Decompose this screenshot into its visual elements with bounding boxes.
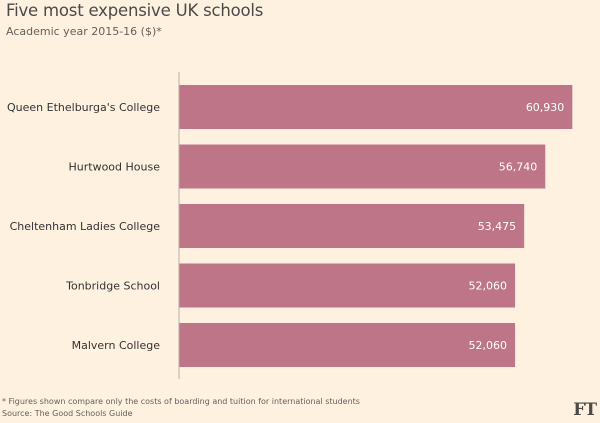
category-label: Hurtwood House bbox=[69, 161, 161, 174]
category-label: Cheltenham Ladies College bbox=[10, 220, 161, 233]
data-label: 53,475 bbox=[478, 220, 517, 233]
data-label: 60,930 bbox=[526, 101, 565, 114]
bar bbox=[179, 204, 525, 248]
source-note: Source: The Good Schools Guide bbox=[2, 409, 133, 418]
category-label: Queen Ethelburga's College bbox=[7, 101, 160, 114]
footnote: * Figures shown compare only the costs o… bbox=[2, 397, 360, 406]
chart-title: Five most expensive UK schools bbox=[6, 1, 264, 20]
bar bbox=[179, 323, 516, 367]
bar bbox=[179, 85, 573, 129]
data-label: 56,740 bbox=[499, 161, 538, 174]
category-label: Tonbridge School bbox=[65, 280, 160, 293]
data-label: 52,060 bbox=[469, 280, 508, 293]
chart-subtitle: Academic year 2015-16 ($)* bbox=[6, 25, 162, 38]
category-label: Malvern College bbox=[72, 339, 161, 352]
bar bbox=[179, 144, 546, 189]
bar bbox=[179, 263, 516, 308]
data-label: 52,060 bbox=[469, 339, 508, 352]
ft-logo: FT bbox=[573, 400, 597, 420]
